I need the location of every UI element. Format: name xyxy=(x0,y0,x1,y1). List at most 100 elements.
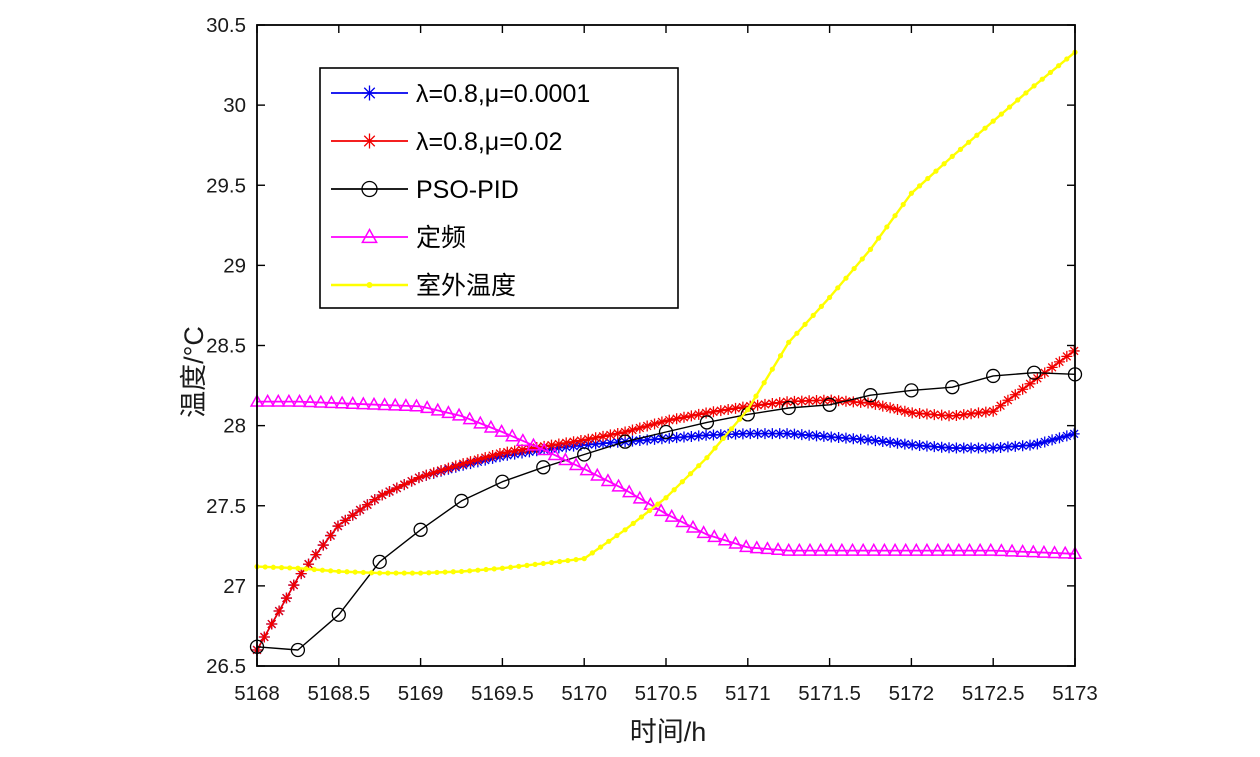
triangle-marker xyxy=(1058,545,1073,559)
dot-marker xyxy=(573,556,579,563)
asterisk-marker xyxy=(980,442,992,454)
asterisk-marker xyxy=(428,467,440,479)
triangle-marker xyxy=(824,542,839,556)
dot-marker xyxy=(606,538,612,544)
asterisk-marker xyxy=(862,397,874,409)
asterisk-marker xyxy=(391,482,403,494)
dot-marker xyxy=(810,312,816,318)
dot-marker xyxy=(745,407,751,413)
asterisk-marker xyxy=(987,405,999,417)
asterisk-marker xyxy=(347,509,359,521)
triangle-marker xyxy=(313,394,328,408)
dot-marker xyxy=(663,495,669,501)
triangle-marker xyxy=(707,529,722,543)
circle-marker xyxy=(290,642,306,658)
asterisk-marker xyxy=(958,442,970,454)
asterisk-marker xyxy=(1024,378,1036,390)
series-0 xyxy=(251,428,1080,656)
asterisk-marker xyxy=(752,428,764,440)
asterisk-marker xyxy=(509,445,521,457)
asterisk-marker xyxy=(685,430,697,442)
triangle-marker xyxy=(303,394,318,408)
asterisk-marker xyxy=(707,429,719,441)
x-tick-label: 5170.5 xyxy=(635,682,698,705)
asterisk-marker xyxy=(862,434,874,446)
dot-marker xyxy=(647,507,653,514)
circle-marker xyxy=(454,493,469,509)
series-4 xyxy=(254,49,1078,576)
dot-marker xyxy=(548,559,555,566)
asterisk-marker xyxy=(442,462,454,474)
asterisk-marker xyxy=(538,440,550,452)
y-tick-label: 29.5 xyxy=(206,174,246,197)
asterisk-marker xyxy=(325,530,337,542)
circle-marker xyxy=(986,368,1001,384)
dot-marker xyxy=(336,568,342,575)
asterisk-marker xyxy=(354,504,366,516)
x-tick-label: 5168.5 xyxy=(307,682,370,705)
dot-marker xyxy=(687,471,694,477)
asterisk-marker xyxy=(435,464,447,476)
asterisk-marker xyxy=(707,406,719,418)
circle-marker xyxy=(577,447,592,462)
asterisk-marker xyxy=(906,407,918,419)
dot-marker xyxy=(900,201,906,208)
dot-marker xyxy=(671,487,677,493)
triangle-marker xyxy=(951,542,967,556)
asterisk-marker xyxy=(649,433,661,445)
y-axis-label: 温度/°C xyxy=(179,326,209,418)
asterisk-marker xyxy=(1053,356,1065,368)
asterisk-marker xyxy=(774,397,786,409)
asterisk-marker xyxy=(523,443,535,455)
dot-marker xyxy=(966,139,972,145)
dot-marker xyxy=(769,366,775,372)
triangle-marker xyxy=(1004,543,1020,557)
dot-marker xyxy=(949,153,955,160)
dot-marker xyxy=(622,527,628,533)
triangle-marker xyxy=(430,402,445,416)
triangle-marker xyxy=(994,543,1009,557)
asterisk-marker xyxy=(1024,439,1036,451)
asterisk-marker xyxy=(317,539,329,551)
triangle-marker xyxy=(600,473,616,487)
circle-marker xyxy=(331,607,346,622)
triangle-marker xyxy=(1026,544,1041,558)
asterisk-marker xyxy=(877,435,889,447)
triangle-marker xyxy=(696,525,711,539)
dot-marker xyxy=(867,246,874,252)
circle-marker xyxy=(372,554,387,569)
dot-marker xyxy=(557,558,563,565)
dot-marker xyxy=(450,569,456,575)
asterisk-marker xyxy=(685,410,697,422)
triangle-marker xyxy=(409,398,424,412)
asterisk-marker xyxy=(825,431,837,443)
asterisk-marker xyxy=(656,416,668,428)
triangle-marker xyxy=(515,433,531,447)
dot-marker xyxy=(638,514,645,520)
asterisk-marker xyxy=(840,432,852,444)
asterisk-marker xyxy=(818,430,830,442)
dot-marker xyxy=(753,393,759,399)
triangle-marker xyxy=(398,398,414,412)
dot-marker xyxy=(393,570,399,576)
asterisk-marker xyxy=(332,520,344,532)
triangle-marker xyxy=(983,542,998,556)
triangle-marker xyxy=(462,411,477,425)
triangle-marker xyxy=(855,542,871,556)
asterisk-marker xyxy=(516,444,528,456)
triangle-marker xyxy=(558,452,573,466)
triangle-marker xyxy=(632,490,647,504)
dot-marker xyxy=(409,570,416,576)
dot-marker xyxy=(589,550,595,556)
asterisk-marker xyxy=(796,395,808,407)
dot-marker xyxy=(565,557,571,564)
asterisk-marker xyxy=(288,579,300,591)
asterisk-marker xyxy=(737,428,749,440)
asterisk-marker xyxy=(855,433,867,445)
triangle-marker xyxy=(941,542,956,556)
series-markers xyxy=(254,49,1078,576)
asterisk-marker xyxy=(693,408,705,420)
asterisk-marker xyxy=(737,401,749,413)
asterisk-marker xyxy=(582,433,594,445)
